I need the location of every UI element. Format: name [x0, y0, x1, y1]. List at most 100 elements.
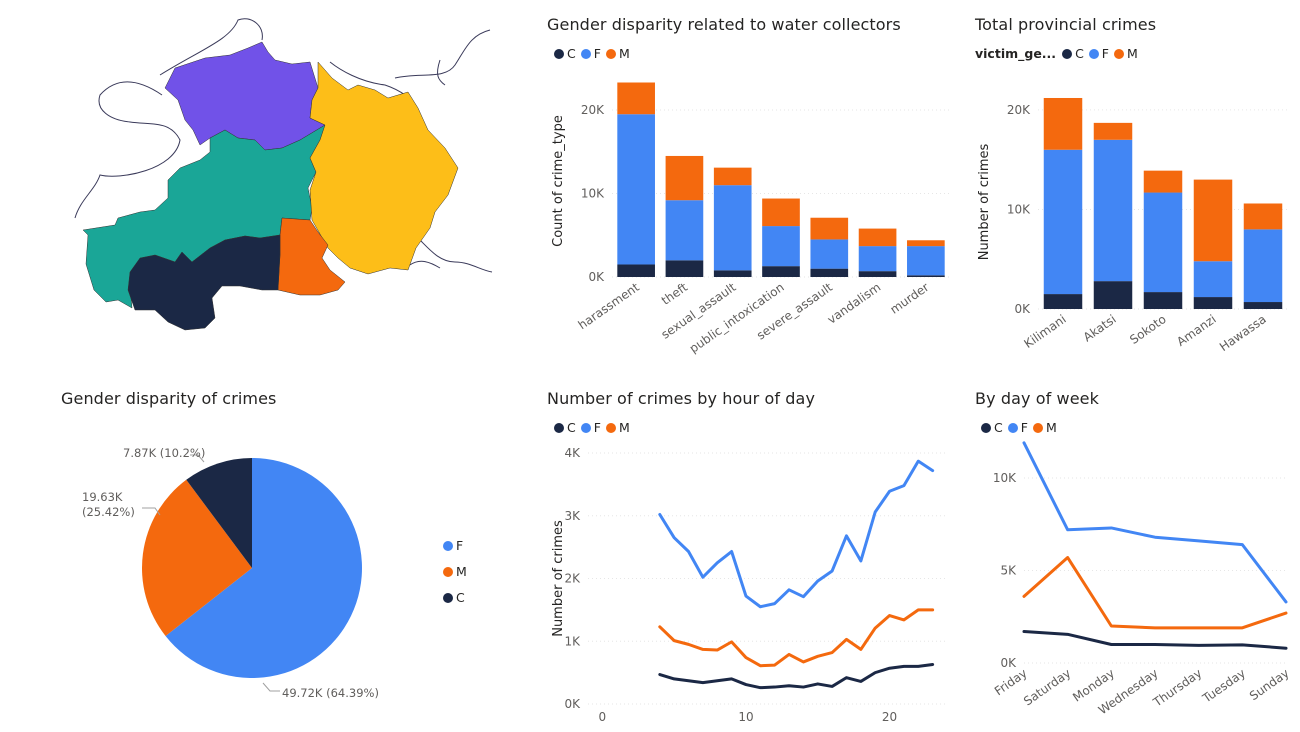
- bar-segment-c: [1043, 294, 1083, 309]
- bar-segment-f: [665, 200, 704, 261]
- bar-segment-c: [907, 275, 945, 277]
- chart-title: Number of crimes by hour of day: [547, 389, 816, 408]
- y-tick-label: 1K: [564, 634, 581, 648]
- region-map[interactable]: [0, 0, 510, 350]
- y-tick-label: 5K: [1000, 564, 1017, 578]
- x-tick-label: Tuesday: [1199, 666, 1248, 706]
- y-axis-label: Count of crime_type: [551, 115, 566, 247]
- legend-title: victim_ge...: [975, 46, 1057, 61]
- bar-segment-m: [665, 155, 704, 201]
- legend-item-m[interactable]: M: [605, 46, 630, 61]
- legend-dot: [1032, 422, 1043, 433]
- legend-item-f[interactable]: F: [1088, 46, 1109, 61]
- bar-segment-f: [1093, 139, 1133, 282]
- provincial-chart-plot: 0K 10K 20K Number of crimes Kilimani Akatsi So…: [977, 97, 1288, 354]
- navy-region[interactable]: [127, 234, 281, 331]
- y-tick-label: 4K: [564, 446, 581, 460]
- x-tick-label: Saturday: [1021, 666, 1073, 708]
- pie-data-label: 7.87K (10.2%): [123, 446, 205, 460]
- bar-segment-c: [1193, 297, 1233, 309]
- y-tick-label: 10K: [1007, 202, 1031, 216]
- x-tick-label: 10: [738, 710, 753, 724]
- pie-slice-m: [142, 479, 252, 637]
- series-line-f: [658, 459, 935, 609]
- legend-item-f[interactable]: F: [580, 420, 601, 435]
- bar-segment-m: [1243, 203, 1283, 230]
- x-tick-label: vandalism: [825, 280, 884, 327]
- map-svg: [74, 18, 493, 331]
- bar-segment-c: [1243, 302, 1283, 309]
- x-tick-label: Friday: [992, 666, 1030, 698]
- series-line-f: [1022, 441, 1288, 604]
- legend-dot: [580, 422, 591, 433]
- pie-data-label: 19.63K: [82, 490, 123, 504]
- x-tick-label: theft: [659, 280, 691, 308]
- y-tick-label: 10K: [581, 187, 605, 201]
- legend-item-m[interactable]: M: [1114, 46, 1138, 61]
- bar-segment-m: [1093, 122, 1133, 140]
- legend-label: M: [1045, 420, 1057, 435]
- legend-dot: [554, 48, 564, 59]
- legend-item-f[interactable]: F: [580, 46, 601, 61]
- water-collectors-chart: Gender disparity related to water collec…: [540, 0, 960, 370]
- gender-disparity-pie-chart: Gender disparity of crimes 49.72K (64.39…: [0, 375, 520, 732]
- x-tick-label: 0: [599, 710, 607, 724]
- bar-segment-m: [858, 228, 897, 247]
- pie-slice-f: [165, 458, 362, 678]
- bar-segment-m: [762, 198, 800, 227]
- water-chart-plot: 0K 10K 20K Count of crime_type harassment the…: [551, 82, 950, 356]
- yellow-region[interactable]: [309, 61, 459, 275]
- y-axis-label: Number of crimes: [551, 520, 566, 637]
- legend-item-c[interactable]: C: [981, 420, 1003, 435]
- series-line-m: [1022, 556, 1288, 630]
- pie-leader-line: [142, 507, 161, 516]
- x-tick-label: Thursday: [1150, 666, 1205, 710]
- y-tick-label: 20K: [1007, 103, 1031, 117]
- pie-data-label: (25.42%): [82, 505, 135, 519]
- map-border-line: [409, 260, 441, 269]
- legend-item-m[interactable]: M: [1032, 420, 1057, 435]
- y-tick-label: 0K: [1000, 656, 1017, 670]
- legend-dot: [580, 48, 591, 59]
- legend-item-f[interactable]: F: [1007, 420, 1028, 435]
- bar-segment-f: [907, 246, 945, 276]
- legend-item-c[interactable]: C: [1062, 46, 1084, 61]
- bar-segment-f: [1143, 192, 1183, 293]
- legend-dot: [1062, 48, 1073, 59]
- legend-dot: [1007, 422, 1018, 433]
- legend-item-m[interactable]: M: [605, 420, 630, 435]
- chart-legend[interactable]: C F M: [975, 420, 1062, 435]
- legend-label: M: [618, 46, 630, 61]
- pie-leader-line: [262, 682, 280, 692]
- x-tick-label: harassment: [576, 280, 643, 332]
- series-line-c: [658, 662, 935, 690]
- bar-segment-m: [1043, 97, 1083, 150]
- series-line-m: [658, 608, 935, 668]
- chart-legend[interactable]: C F M: [548, 46, 635, 61]
- chart-legend[interactable]: C F M: [548, 420, 635, 435]
- x-tick-label: Hawassa: [1217, 312, 1269, 354]
- bar-segment-c: [713, 270, 752, 277]
- chart-legend[interactable]: victim_ge... C F M: [975, 46, 1143, 61]
- day-of-week-chart: By day of week C F M 0K 5K 10K Friday Saturd…: [968, 375, 1300, 732]
- bar-segment-f: [762, 226, 800, 267]
- x-tick-label: Amanzi: [1174, 312, 1218, 349]
- bar-segment-c: [762, 266, 800, 277]
- legend-label: M: [1127, 46, 1138, 61]
- legend-dot: [554, 422, 564, 433]
- bar-segment-f: [713, 185, 752, 271]
- chart-title: Total provincial crimes: [975, 15, 1157, 34]
- legend-label: F: [456, 538, 463, 553]
- legend-label: C: [567, 420, 576, 435]
- bar-segment-m: [810, 217, 849, 240]
- legend-dot: [605, 422, 616, 433]
- legend-dot: [443, 593, 453, 603]
- legend-item-c[interactable]: C: [554, 420, 576, 435]
- legend-label: F: [593, 420, 601, 435]
- bar-segment-c: [858, 271, 897, 277]
- bar-segment-c: [617, 264, 655, 277]
- legend-item-c[interactable]: C: [554, 46, 576, 61]
- bar-segment-c: [665, 260, 704, 277]
- legend-label: C: [567, 46, 576, 61]
- pie-leader-line: [190, 454, 205, 463]
